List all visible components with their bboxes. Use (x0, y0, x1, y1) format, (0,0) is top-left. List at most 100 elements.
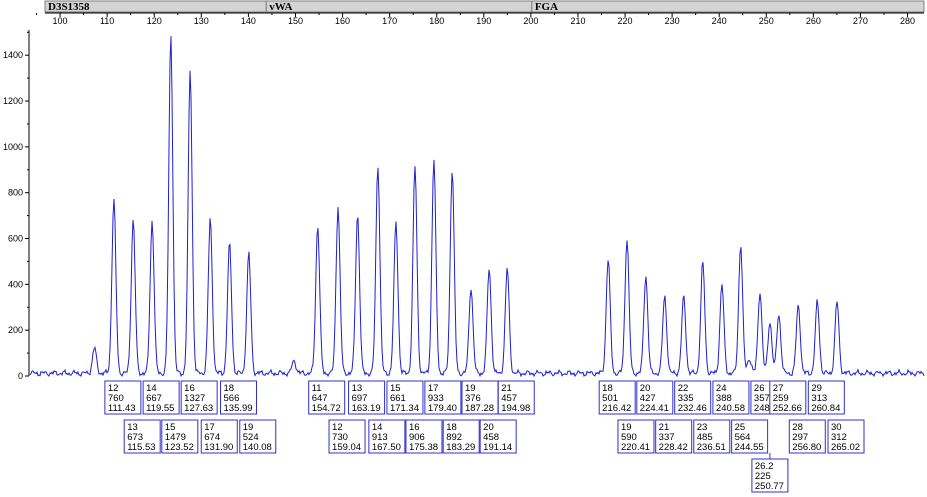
allele-name: 17 (204, 422, 215, 433)
allele-box-frame (328, 419, 366, 454)
peak-height: 697 (352, 393, 368, 404)
peak-height: 667 (146, 393, 162, 404)
peak-height: 501 (602, 393, 618, 404)
y-tick-label: 1200 (3, 96, 23, 106)
allele-box-frame (308, 380, 346, 415)
peak-size: 191.14 (483, 442, 512, 453)
peak-size: 216.42 (602, 403, 631, 414)
allele-name: 27 (773, 383, 784, 394)
signal-trace (29, 36, 925, 378)
allele-box-frame (712, 380, 750, 415)
peak-height: 297 (792, 432, 808, 443)
allele-box-frame (239, 419, 277, 454)
x-tick-label: 200 (523, 16, 538, 26)
peak-size: 175.38 (409, 442, 438, 453)
peak-height: 933 (428, 393, 444, 404)
peak-size: 127.63 (184, 403, 213, 414)
x-tick-label: 230 (665, 16, 680, 26)
x-tick-label: 220 (618, 16, 633, 26)
peak-height: 259 (773, 393, 789, 404)
allele-box-frame (200, 419, 238, 454)
peak-height: 485 (697, 432, 713, 443)
allele-name: 13 (127, 422, 138, 433)
peak-size: 131.90 (204, 442, 233, 453)
allele-name: 28 (792, 422, 803, 433)
allele-name: 20 (640, 383, 651, 394)
allele-name: 18 (224, 383, 235, 394)
allele-box-frame (479, 419, 517, 454)
y-tick-label: 400 (8, 279, 23, 289)
x-tick-label: 170 (382, 16, 397, 26)
peak-size: 220.41 (621, 442, 650, 453)
allele-name: 24 (716, 383, 727, 394)
x-tick-label: 150 (288, 16, 303, 26)
peak-height: 590 (621, 432, 637, 443)
peak-height: 674 (204, 432, 220, 443)
allele-name: 12 (332, 422, 343, 433)
allele-name: 16 (184, 383, 195, 394)
allele-box-frame (769, 380, 807, 415)
peak-size: 167.50 (372, 442, 401, 453)
x-tick-label: 180 (429, 16, 444, 26)
peak-size: 183.29 (446, 442, 475, 453)
peak-size: 154.72 (312, 403, 341, 414)
peak-size: 244.55 (735, 442, 764, 453)
x-tick-label: 160 (335, 16, 350, 26)
allele-name: 14 (146, 383, 157, 394)
allele-box-frame (731, 419, 769, 454)
marker-bar-layer: D3S1358 vWA FGA (44, 0, 925, 13)
allele-name: 29 (811, 383, 822, 394)
allele-name: 19 (243, 422, 254, 433)
allele-box-frame (674, 380, 712, 415)
allele-box-frame (598, 380, 636, 415)
y-tick-label: 0 (18, 371, 23, 381)
peak-height: 760 (108, 393, 124, 404)
allele-name: 20 (483, 422, 494, 433)
peak-size: 194.98 (501, 403, 530, 414)
allele-box-frame (424, 380, 462, 415)
peak-height: 730 (332, 432, 348, 443)
allele-name: 21 (659, 422, 670, 433)
peak-height: 892 (446, 432, 462, 443)
peak-size: 115.53 (127, 442, 155, 453)
peak-size: 240.58 (716, 403, 745, 414)
y-tick-label: 200 (8, 325, 23, 335)
x-tick-label: 280 (900, 16, 915, 26)
peak-height: 376 (465, 393, 481, 404)
allele-name: 22 (678, 383, 689, 394)
peak-height: 1479 (165, 432, 186, 443)
y-tick-label: 1000 (3, 142, 23, 152)
allele-box-frame (123, 419, 161, 454)
allele-box-frame (693, 419, 731, 454)
peak-size: 224.41 (640, 403, 669, 414)
x-tick-label: 260 (806, 16, 821, 26)
allele-name: 19 (621, 422, 632, 433)
allele-name: 26 (754, 383, 765, 394)
peak-size: 179.40 (428, 403, 457, 414)
allele-box-frame (405, 419, 443, 454)
x-tick-label: 240 (712, 16, 727, 26)
peak-height: 1327 (184, 393, 205, 404)
x-tick-label: 250 (759, 16, 774, 26)
peak-height: 906 (409, 432, 425, 443)
x-tick-label: 120 (147, 16, 162, 26)
peak-size: 252.66 (773, 403, 802, 414)
allele-name: 16 (409, 422, 420, 433)
peak-size: 187.28 (465, 403, 494, 414)
allele-name: 14 (372, 422, 383, 433)
peak-height: 913 (372, 432, 388, 443)
marker-bar-vwa (265, 0, 533, 13)
